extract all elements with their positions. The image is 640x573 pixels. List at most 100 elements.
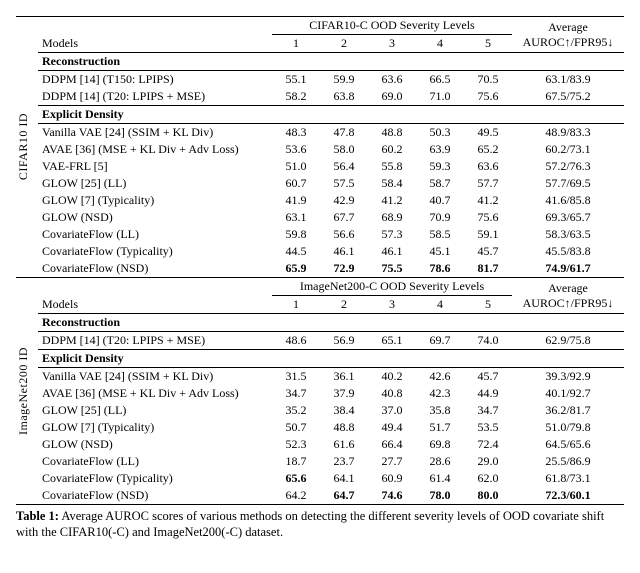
value-cell: 78.0 [416, 487, 464, 505]
model-name: GLOW [25] (LL) [38, 402, 272, 419]
value-cell: 59.1 [464, 226, 512, 243]
value-cell: 45.1 [416, 243, 464, 260]
value-cell: 41.2 [464, 192, 512, 209]
value-cell: 27.7 [368, 453, 416, 470]
model-name: GLOW (NSD) [38, 436, 272, 453]
value-cell: 74.6 [368, 487, 416, 505]
value-cell: 61.4 [416, 470, 464, 487]
avg-cell: 62.9/75.8 [512, 332, 624, 350]
value-cell: 64.7 [320, 487, 368, 505]
value-cell: 28.6 [416, 453, 464, 470]
avg-cell: 72.3/60.1 [512, 487, 624, 505]
model-name: CovariateFlow (NSD) [38, 260, 272, 278]
side-label-text: ImageNet200 ID [16, 347, 31, 435]
value-cell: 58.2 [272, 88, 320, 106]
value-cell: 74.0 [464, 332, 512, 350]
value-cell: 60.7 [272, 175, 320, 192]
value-cell: 67.7 [320, 209, 368, 226]
section-header: Explicit Density [38, 350, 624, 368]
value-cell: 38.4 [320, 402, 368, 419]
value-cell: 37.0 [368, 402, 416, 419]
table-row: AVAE [36] (MSE + KL Div + Adv Loss)34.73… [16, 385, 624, 402]
header-models: Models [38, 35, 272, 53]
value-cell: 58.5 [416, 226, 464, 243]
header-average: AverageAUROC↑/FPR95↓ [512, 17, 624, 53]
model-name: VAE-FRL [5] [38, 158, 272, 175]
model-name: DDPM [14] (T20: LPIPS + MSE) [38, 88, 272, 106]
value-cell: 56.4 [320, 158, 368, 175]
table-row: CovariateFlow (LL)18.723.727.728.629.025… [16, 453, 624, 470]
value-cell: 69.0 [368, 88, 416, 106]
avg-cell: 51.0/79.8 [512, 419, 624, 436]
value-cell: 53.6 [272, 141, 320, 158]
header-sev-1: 1 [272, 296, 320, 314]
value-cell: 59.9 [320, 71, 368, 89]
table-row: GLOW (NSD)63.167.768.970.975.669.3/65.7 [16, 209, 624, 226]
value-cell: 42.3 [416, 385, 464, 402]
side-label: CIFAR10 ID [16, 17, 38, 278]
value-cell: 51.0 [272, 158, 320, 175]
avg-cell: 57.7/69.5 [512, 175, 624, 192]
avg-cell: 48.9/83.3 [512, 124, 624, 142]
header-sev-2: 2 [320, 296, 368, 314]
header-sev-4: 4 [416, 35, 464, 53]
value-cell: 75.5 [368, 260, 416, 278]
model-name: CovariateFlow (Typicality) [38, 243, 272, 260]
table-caption-text: Average AUROC scores of various methods … [16, 509, 604, 539]
value-cell: 62.0 [464, 470, 512, 487]
value-cell: 48.8 [320, 419, 368, 436]
value-cell: 31.5 [272, 368, 320, 386]
value-cell: 23.7 [320, 453, 368, 470]
model-name: GLOW [25] (LL) [38, 175, 272, 192]
value-cell: 46.1 [320, 243, 368, 260]
model-name: CovariateFlow (Typicality) [38, 470, 272, 487]
value-cell: 45.7 [464, 368, 512, 386]
value-cell: 50.7 [272, 419, 320, 436]
value-cell: 58.4 [368, 175, 416, 192]
value-cell: 53.5 [464, 419, 512, 436]
value-cell: 56.6 [320, 226, 368, 243]
table-row: VAE-FRL [5]51.056.455.859.363.657.2/76.3 [16, 158, 624, 175]
value-cell: 34.7 [272, 385, 320, 402]
section-header: Reconstruction [38, 53, 624, 71]
side-label-text: CIFAR10 ID [16, 113, 31, 180]
value-cell: 63.1 [272, 209, 320, 226]
header-blank [38, 17, 272, 35]
value-cell: 69.8 [416, 436, 464, 453]
value-cell: 68.9 [368, 209, 416, 226]
header-sev-3: 3 [368, 296, 416, 314]
value-cell: 40.7 [416, 192, 464, 209]
value-cell: 64.1 [320, 470, 368, 487]
table-row: CovariateFlow (NSD)64.264.774.678.080.07… [16, 487, 624, 505]
value-cell: 40.2 [368, 368, 416, 386]
table-caption-label: Table 1: [16, 509, 59, 523]
model-name: CovariateFlow (LL) [38, 453, 272, 470]
avg-cell: 40.1/92.7 [512, 385, 624, 402]
value-cell: 75.6 [464, 88, 512, 106]
value-cell: 65.2 [464, 141, 512, 158]
value-cell: 42.9 [320, 192, 368, 209]
model-name: AVAE [36] (MSE + KL Div + Adv Loss) [38, 141, 272, 158]
model-name: Vanilla VAE [24] (SSIM + KL Div) [38, 124, 272, 142]
value-cell: 59.3 [416, 158, 464, 175]
value-cell: 66.5 [416, 71, 464, 89]
section-header: Reconstruction [38, 314, 624, 332]
model-name: CovariateFlow (LL) [38, 226, 272, 243]
value-cell: 56.9 [320, 332, 368, 350]
value-cell: 60.9 [368, 470, 416, 487]
value-cell: 44.5 [272, 243, 320, 260]
model-name: GLOW [7] (Typicality) [38, 419, 272, 436]
value-cell: 35.8 [416, 402, 464, 419]
avg-cell: 61.8/73.1 [512, 470, 624, 487]
avg-cell: 45.5/83.8 [512, 243, 624, 260]
avg-cell: 57.2/76.3 [512, 158, 624, 175]
avg-cell: 63.1/83.9 [512, 71, 624, 89]
value-cell: 48.8 [368, 124, 416, 142]
model-name: Vanilla VAE [24] (SSIM + KL Div) [38, 368, 272, 386]
value-cell: 63.6 [368, 71, 416, 89]
value-cell: 58.7 [416, 175, 464, 192]
header-sev-3: 3 [368, 35, 416, 53]
value-cell: 78.6 [416, 260, 464, 278]
value-cell: 59.8 [272, 226, 320, 243]
table-row: CovariateFlow (LL)59.856.657.358.559.158… [16, 226, 624, 243]
